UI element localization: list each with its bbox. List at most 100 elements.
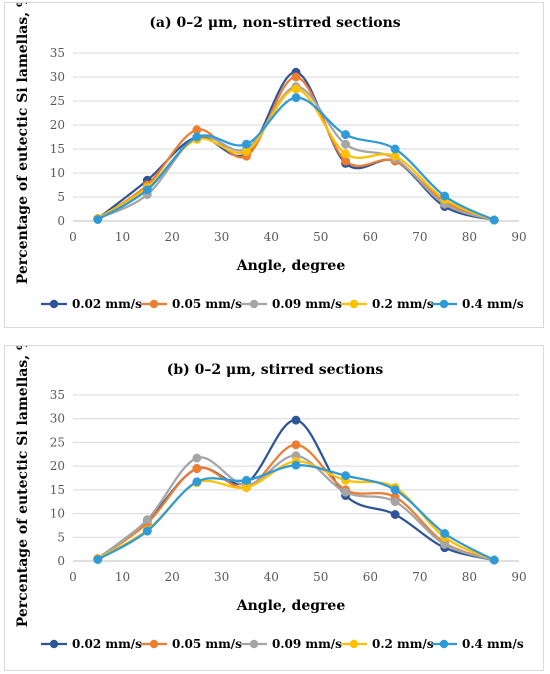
chart-b-ytick-label: 35 — [50, 388, 65, 402]
chart-a-legend-marker — [49, 299, 59, 309]
chart-b-legend-label: 0.4 mm/s — [462, 637, 524, 651]
chart-a-xtick-label: 50 — [313, 230, 328, 244]
chart-b-data-point — [390, 510, 400, 519]
chart-b-xtick-label: 90 — [511, 570, 526, 584]
chart-a-data-point — [390, 144, 400, 154]
chart-b-legend-label: 0.2 mm/s — [372, 637, 434, 651]
chart-b-ylabel: Percentage of eutectic Si lamellas, % — [15, 346, 31, 627]
chart-b-xtick-label: 80 — [462, 570, 477, 584]
chart-b-title: (b) 0–2 μm, stirred sections — [167, 362, 384, 378]
chart-b-data-point — [341, 471, 351, 481]
chart-b-xtick-label: 0 — [69, 570, 77, 584]
chart-b-svg: (b) 0–2 μm, stirred sections Angle, degr… — [15, 346, 527, 651]
chart-a-data-point — [291, 84, 301, 94]
chart-a-data-point — [341, 149, 351, 159]
chart-a-legend-label: 0.2 mm/s — [372, 297, 434, 311]
chart-a-ytick-label: 30 — [50, 70, 65, 84]
chart-b-legend: 0.02 mm/s 0.05 mm/s 0.09 mm/s 0.2 mm/s 0.4 m… — [41, 637, 524, 651]
chart-b-ytick-label: 10 — [50, 507, 65, 521]
chart-b-legend-label: 0.02 mm/s — [72, 637, 142, 651]
chart-a-ytick-label: 10 — [50, 166, 65, 180]
chart-b-data-point — [192, 453, 202, 463]
chart-b-legend-marker — [49, 639, 59, 649]
chart-a-legend-marker — [149, 299, 159, 309]
chart-a-xtick-label: 10 — [115, 230, 130, 244]
chart-a-xlabel: Angle, degree — [236, 258, 346, 274]
chart-b-ticks: 0 5 10 15 20 25 30 35 0 10 20 30 40 50 60 70 80 90 — [50, 388, 527, 584]
chart-a-data-point — [440, 191, 450, 201]
chart-a-ylabel: Percentage of eutectic Si lamellas, % — [15, 3, 31, 284]
chart-b-series — [93, 415, 499, 565]
chart-b-xtick-label: 60 — [363, 570, 378, 584]
chart-a-data-point — [192, 132, 202, 142]
chart-b-xtick-label: 40 — [264, 570, 279, 584]
chart-a-legend-marker — [439, 299, 449, 309]
chart-b-legend-marker — [439, 639, 449, 649]
chart-b-legend-label: 0.09 mm/s — [272, 637, 342, 651]
chart-b-data-point — [291, 460, 301, 470]
chart-a-data-point — [291, 72, 301, 82]
chart-a-series-line — [97, 96, 495, 222]
chart-b-data-point — [390, 485, 400, 495]
chart-b-legend-marker — [149, 639, 159, 649]
chart-a-ytick-label: 25 — [50, 94, 65, 108]
chart-b-data-point — [142, 515, 152, 525]
chart-panel-a: (a) 0–2 μm, non-stirred sections Angle, … — [4, 2, 544, 328]
chart-b-data-point — [192, 477, 202, 487]
chart-a-xtick-label: 40 — [264, 230, 279, 244]
chart-a-ytick-label: 20 — [50, 118, 65, 132]
chart-b-xtick-label: 20 — [164, 570, 179, 584]
chart-a-legend-label: 0.02 mm/s — [72, 297, 142, 311]
chart-b-data-point — [93, 555, 103, 565]
chart-b-legend-marker — [249, 639, 259, 649]
chart-a-data-point — [341, 139, 351, 149]
chart-b-data-point — [341, 487, 351, 497]
chart-a-ytick-label: 5 — [57, 190, 65, 204]
chart-a-ytick-label: 35 — [50, 46, 65, 60]
chart-a-xtick-label: 30 — [214, 230, 229, 244]
chart-b-data-point — [390, 497, 400, 507]
chart-a-data-point — [489, 215, 499, 225]
chart-b-data-point — [291, 440, 301, 450]
chart-b-legend-marker — [349, 639, 359, 649]
chart-a-xtick-label: 80 — [462, 230, 477, 244]
chart-a-ytick-label: 15 — [50, 142, 65, 156]
chart-a-legend-label: 0.09 mm/s — [272, 297, 342, 311]
chart-a-series-line — [97, 87, 495, 222]
chart-b-xtick-label: 30 — [214, 570, 229, 584]
chart-panel-b: (b) 0–2 μm, stirred sections Angle, degr… — [4, 345, 544, 671]
chart-a-xtick-label: 70 — [412, 230, 427, 244]
chart-b-ytick-label: 5 — [57, 530, 65, 544]
chart-b-series-line — [97, 454, 495, 562]
chart-b-ytick-label: 20 — [50, 459, 65, 473]
chart-a-title: (a) 0–2 μm, non-stirred sections — [149, 15, 400, 31]
chart-a-legend-label: 0.4 mm/s — [462, 297, 524, 311]
chart-b-xtick-label: 70 — [412, 570, 427, 584]
chart-a-legend-marker — [249, 299, 259, 309]
chart-a-legend-label: 0.05 mm/s — [172, 297, 242, 311]
chart-b-data-point — [291, 415, 301, 425]
chart-b-xtick-label: 10 — [115, 570, 130, 584]
chart-a-svg: (a) 0–2 μm, non-stirred sections Angle, … — [15, 3, 527, 311]
chart-b-ytick-label: 30 — [50, 412, 65, 426]
chart-b-xlabel: Angle, degree — [236, 598, 346, 614]
chart-b-data-point — [489, 555, 499, 565]
chart-b-legend-label: 0.05 mm/s — [172, 637, 242, 651]
chart-b-ytick-label: 15 — [50, 483, 65, 497]
chart-a-data-point — [93, 215, 103, 225]
chart-b-data-point — [142, 526, 152, 536]
chart-a-ytick-label: 0 — [57, 214, 65, 228]
chart-a-data-point — [341, 130, 351, 140]
chart-a-legend: 0.02 mm/s 0.05 mm/s 0.09 mm/s 0.2 mm/s 0.4 m… — [41, 297, 524, 311]
chart-b-data-point — [241, 475, 251, 485]
chart-a-legend-marker — [349, 299, 359, 309]
chart-b-ytick-label: 25 — [50, 435, 65, 449]
chart-a-xtick-label: 20 — [164, 230, 179, 244]
chart-b-data-point — [440, 529, 450, 538]
chart-b-xtick-label: 50 — [313, 570, 328, 584]
chart-a-data-point — [142, 185, 152, 195]
chart-b-data-point — [192, 464, 202, 473]
chart-b-ytick-label: 0 — [57, 554, 65, 568]
chart-a-data-point — [241, 139, 251, 149]
chart-a-data-point — [291, 93, 301, 103]
